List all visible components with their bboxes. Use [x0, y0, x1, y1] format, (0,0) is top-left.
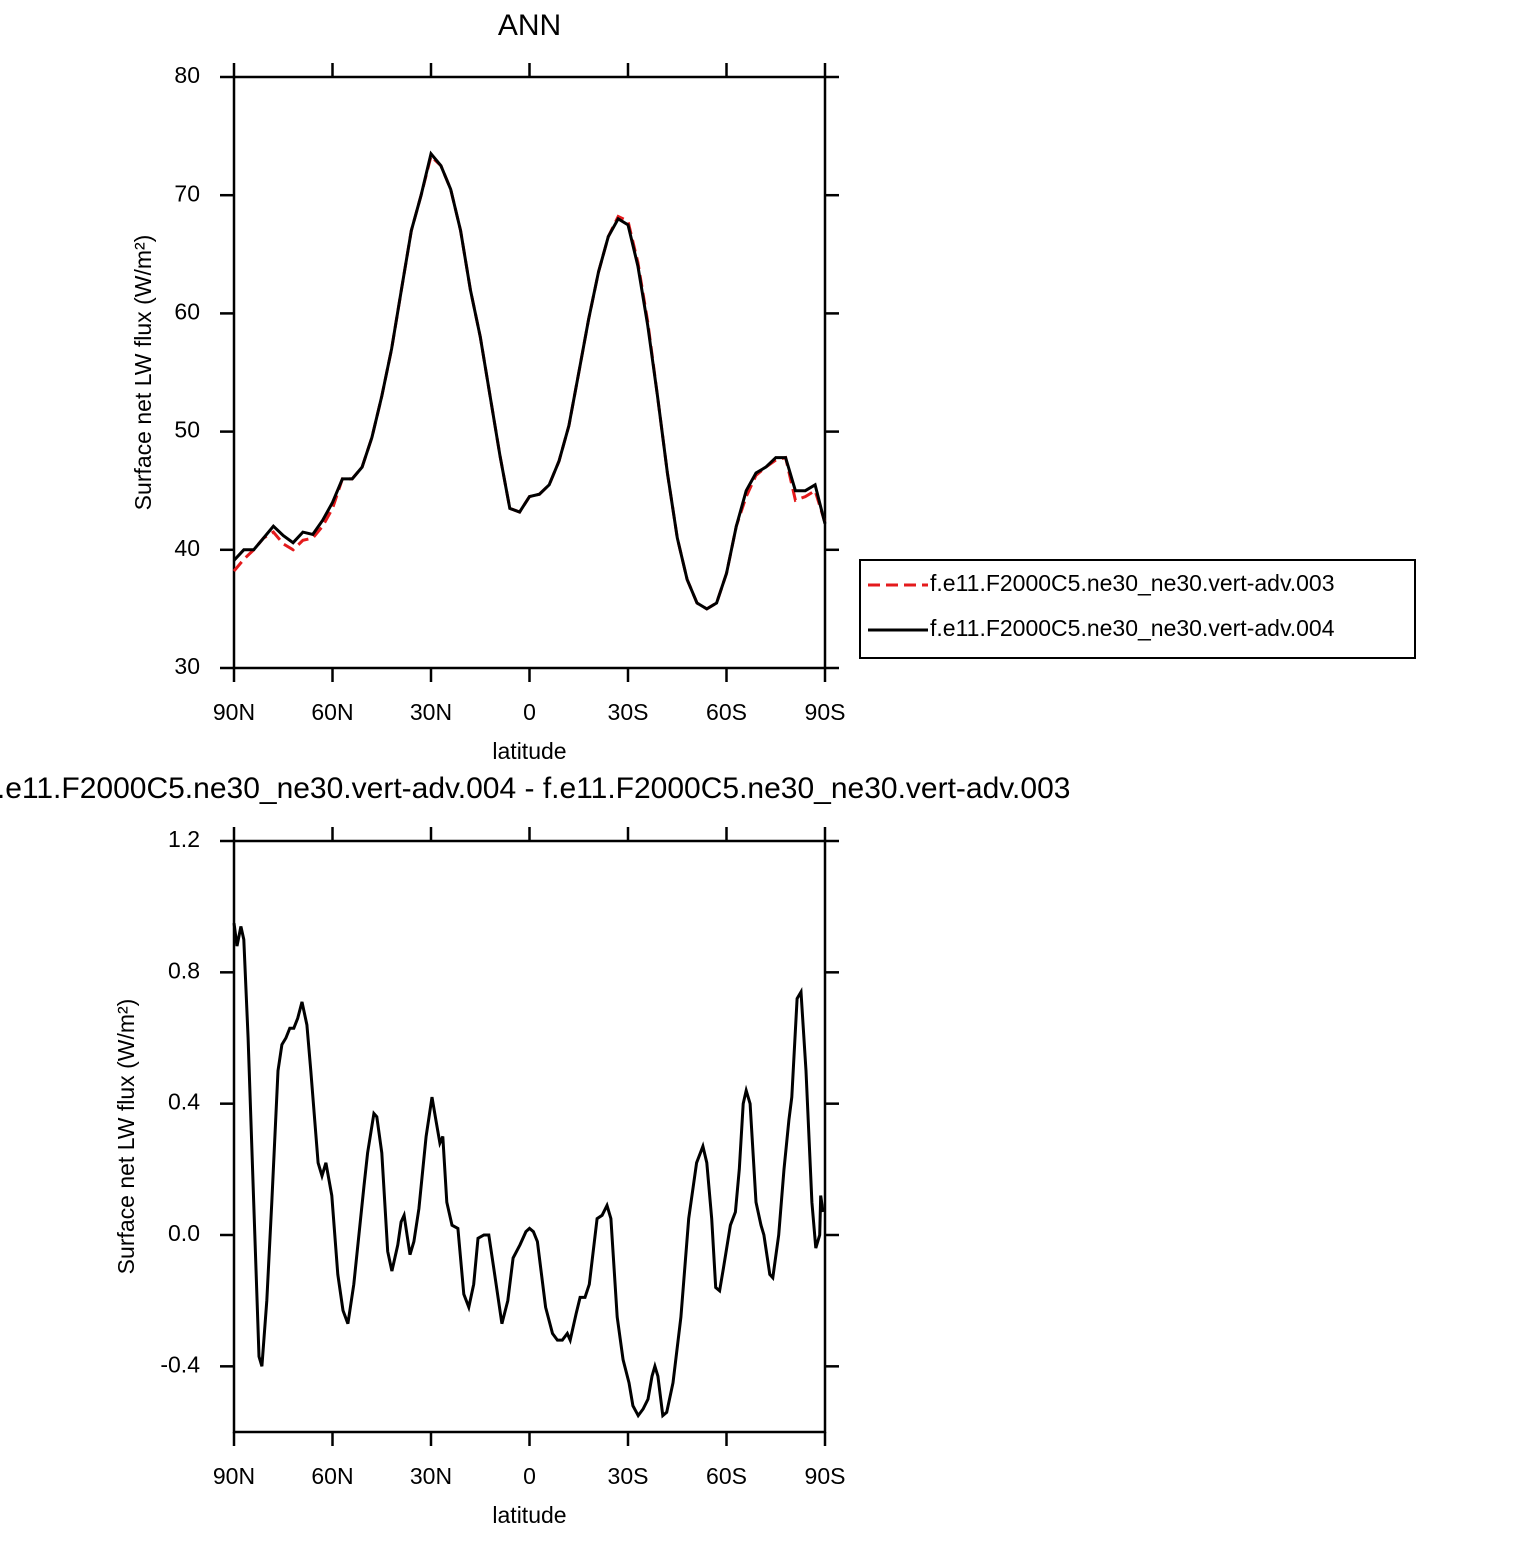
- legend-label: f.e11.F2000C5.ne30_ne30.vert-adv.003: [930, 570, 1335, 596]
- y-tick-label: 50: [174, 417, 200, 443]
- line-series: [232, 150, 827, 611]
- x-axis-label: latitude: [492, 738, 566, 764]
- x-tick-label: 90S: [805, 1463, 846, 1489]
- x-tick-label: 30N: [410, 1463, 452, 1489]
- chart-title: ANN: [498, 9, 561, 42]
- y-tick-label: 0.0: [168, 1220, 200, 1246]
- x-tick-label: 90N: [213, 1463, 255, 1489]
- x-tick-label: 90S: [805, 699, 846, 725]
- y-tick-label: 70: [174, 180, 200, 206]
- chart-title: f.e11.F2000C5.ne30_ne30.vert-adv.004 - f…: [0, 772, 1070, 805]
- x-tick-label: 0: [523, 699, 536, 725]
- line-series: [232, 922, 825, 1419]
- x-tick-label: 90N: [213, 699, 255, 725]
- x-tick-label: 30N: [410, 699, 452, 725]
- legend-box: [859, 559, 1416, 659]
- x-tick-label: 30S: [608, 1463, 649, 1489]
- x-axis-label: latitude: [492, 1502, 566, 1528]
- y-axis-label: Surface net LW flux (W/m²): [113, 999, 139, 1275]
- y-tick-label: 1.2: [168, 826, 200, 852]
- line-series: [232, 153, 827, 611]
- y-axis-label: Surface net LW flux (W/m²): [130, 235, 156, 511]
- y-tick-label: 0.4: [168, 1089, 200, 1115]
- plot-frame: [232, 839, 827, 1434]
- legend-label: f.e11.F2000C5.ne30_ne30.vert-adv.004: [930, 615, 1335, 641]
- y-tick-label: 80: [174, 62, 200, 88]
- plot-frame: [232, 75, 827, 670]
- x-tick-label: 0: [523, 1463, 536, 1489]
- x-tick-label: 30S: [608, 699, 649, 725]
- x-tick-label: 60N: [311, 1463, 353, 1489]
- y-tick-label: 0.8: [168, 957, 200, 983]
- x-tick-label: 60S: [706, 1463, 747, 1489]
- y-tick-label: 40: [174, 535, 200, 561]
- y-tick-label: -0.4: [160, 1351, 200, 1377]
- x-tick-label: 60N: [311, 699, 353, 725]
- y-tick-label: 60: [174, 298, 200, 324]
- y-tick-label: 30: [174, 653, 200, 679]
- x-tick-label: 60S: [706, 699, 747, 725]
